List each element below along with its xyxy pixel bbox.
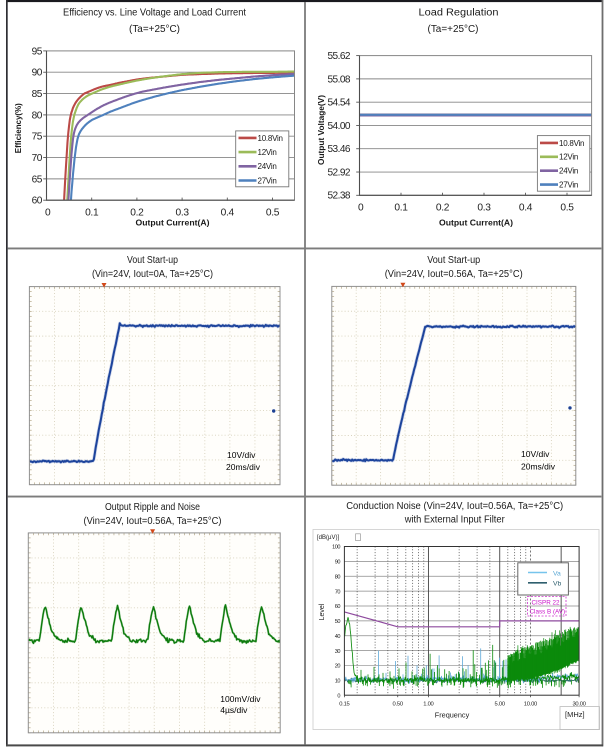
svg-text:60: 60: [335, 604, 341, 610]
svg-text:30.00: 30.00: [572, 701, 585, 707]
svg-text:0.4: 0.4: [221, 207, 235, 218]
svg-text:20: 20: [335, 664, 341, 670]
svg-text:0.5: 0.5: [560, 203, 574, 214]
svg-text:Output Current(A): Output Current(A): [439, 218, 513, 228]
svg-text:70: 70: [335, 589, 341, 595]
svg-text:54.00: 54.00: [327, 121, 350, 132]
svg-text:85: 85: [32, 89, 43, 100]
svg-text:12Vin: 12Vin: [559, 153, 578, 162]
svg-text:4µs/div: 4µs/div: [220, 705, 248, 715]
svg-text:30: 30: [335, 649, 341, 655]
svg-text:10: 10: [335, 679, 341, 685]
svg-text:Vout Start-up: Vout Start-up: [127, 255, 178, 266]
svg-text:52.92: 52.92: [327, 167, 350, 178]
svg-text:1.00: 1.00: [423, 701, 433, 707]
svg-text:55.08: 55.08: [327, 74, 350, 85]
svg-text:27Vin: 27Vin: [258, 176, 277, 185]
svg-text:0: 0: [337, 693, 340, 699]
svg-text:53.46: 53.46: [327, 144, 350, 155]
svg-text:(Vin=24V, Iout=0.56A, Ta=+25°C: (Vin=24V, Iout=0.56A, Ta=+25°C): [385, 269, 523, 280]
svg-text:Frequency: Frequency: [435, 711, 470, 720]
svg-text:0.3: 0.3: [477, 203, 491, 214]
svg-text:with External Input Filter: with External Input Filter: [404, 515, 506, 526]
svg-text:80: 80: [335, 574, 341, 580]
svg-text:Vb: Vb: [553, 581, 562, 588]
svg-text:Conduction Noise (Vin=24V, Iou: Conduction Noise (Vin=24V, Iout=0.56A, T…: [346, 501, 563, 512]
svg-text:CISPR 22: CISPR 22: [532, 600, 560, 607]
svg-text:80: 80: [32, 110, 43, 121]
svg-text:65: 65: [32, 174, 43, 185]
svg-text:(Vin=24V, Iout=0.56A, Ta=+25°C: (Vin=24V, Iout=0.56A, Ta=+25°C): [84, 516, 222, 527]
svg-text:[dB(µV)]: [dB(µV)]: [317, 535, 339, 541]
svg-text:Va: Va: [553, 570, 561, 577]
svg-text:Class B (AV): Class B (AV): [530, 609, 566, 616]
svg-text:10.00: 10.00: [524, 701, 537, 707]
svg-text:75: 75: [32, 132, 43, 143]
svg-text:27Vin: 27Vin: [559, 181, 578, 190]
svg-text:Output Ripple and Noise: Output Ripple and Noise: [105, 502, 200, 513]
svg-text:(Vin=24V, Iout=0A, Ta=+25°C): (Vin=24V, Iout=0A, Ta=+25°C): [92, 269, 213, 280]
svg-text:95: 95: [32, 46, 43, 57]
svg-text:55.62: 55.62: [327, 51, 350, 62]
svg-text:0.3: 0.3: [175, 207, 189, 218]
svg-text:(Ta=+25°C): (Ta=+25°C): [129, 24, 180, 35]
svg-text:10V/div: 10V/div: [521, 449, 550, 459]
svg-text:24Vin: 24Vin: [559, 167, 578, 176]
svg-text:0.4: 0.4: [519, 203, 533, 214]
svg-text:0.5: 0.5: [266, 207, 280, 218]
svg-text:50: 50: [335, 619, 341, 625]
svg-text:Output Voltage(V): Output Voltage(V): [316, 95, 326, 165]
svg-text:[MHz]: [MHz]: [565, 710, 585, 719]
svg-text:Level: Level: [319, 603, 326, 620]
svg-text:10V/div: 10V/div: [227, 450, 256, 460]
svg-text:70: 70: [32, 153, 43, 164]
svg-text:24Vin: 24Vin: [258, 162, 277, 171]
svg-text:0.15: 0.15: [339, 701, 349, 707]
svg-text:40: 40: [335, 634, 341, 640]
svg-text:Output Current(A): Output Current(A): [136, 218, 210, 228]
svg-text:10.8Vin: 10.8Vin: [559, 139, 584, 148]
svg-text:10.8Vin: 10.8Vin: [258, 134, 283, 143]
svg-text:0: 0: [45, 207, 51, 218]
svg-text:100: 100: [332, 545, 340, 551]
svg-text:12Vin: 12Vin: [258, 148, 277, 157]
svg-text:5.00: 5.00: [495, 701, 505, 707]
svg-text:Efficiency(%): Efficiency(%): [13, 103, 23, 153]
svg-text:0.1: 0.1: [85, 207, 99, 218]
svg-text:100mV/div: 100mV/div: [220, 694, 261, 704]
svg-text:60: 60: [32, 196, 43, 207]
svg-text:0.2: 0.2: [436, 203, 450, 214]
svg-text:(Ta=+25°C): (Ta=+25°C): [428, 24, 479, 35]
svg-text:54.54: 54.54: [327, 98, 350, 109]
svg-text:20ms/div: 20ms/div: [521, 462, 556, 472]
svg-text:0.50: 0.50: [393, 701, 403, 707]
svg-text:0.2: 0.2: [130, 207, 144, 218]
svg-text:0: 0: [358, 203, 364, 214]
svg-text:Vout Start-up: Vout Start-up: [427, 255, 481, 266]
svg-text:90: 90: [335, 560, 341, 566]
svg-text:0.1: 0.1: [394, 203, 408, 214]
svg-text:Efficiency vs. Line Voltage an: Efficiency vs. Line Voltage and Load Cur…: [63, 7, 246, 18]
svg-text:Load Regulation: Load Regulation: [419, 7, 499, 18]
svg-text:52.38: 52.38: [327, 191, 350, 202]
svg-text:90: 90: [32, 68, 43, 79]
svg-text:20ms/div: 20ms/div: [226, 462, 261, 472]
